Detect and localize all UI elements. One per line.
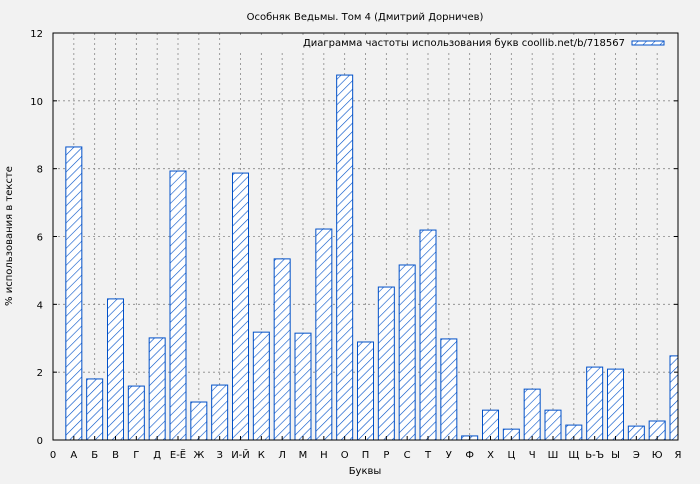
y-axis-label: % использования в тексте — [4, 166, 15, 306]
x-tick-label: В — [112, 450, 119, 461]
bar-Л — [273, 258, 291, 440]
bar-Е-Ё — [169, 170, 187, 440]
bar-Ж — [190, 401, 208, 440]
x-tick-label: У — [446, 450, 452, 461]
bar-М — [294, 332, 312, 440]
bar-Ч — [523, 388, 541, 440]
x-tick-label: Я — [675, 450, 682, 461]
x-tick-label: И-Й — [231, 448, 250, 461]
bars — [65, 74, 678, 440]
bar-С — [398, 264, 416, 440]
x-tick-label: Е-Ё — [170, 448, 186, 461]
x-axis-label: Буквы — [349, 466, 382, 477]
y-tick-label: 8 — [37, 165, 43, 176]
x-tick-label: Т — [424, 450, 432, 461]
legend-box — [240, 35, 676, 51]
y-tick-label: 10 — [30, 97, 43, 108]
x-tick-label: Б — [91, 450, 98, 461]
bar-Ц — [502, 428, 520, 440]
x-tick-label: Н — [320, 450, 328, 461]
x-tick-label: Щ — [568, 450, 579, 461]
bar-О — [336, 74, 354, 440]
x-tick-label: Ж — [193, 450, 204, 461]
x-tick-label: Ы — [611, 450, 620, 461]
bar-В — [107, 298, 124, 440]
y-tick-label: 2 — [37, 368, 43, 379]
x-tick-label: З — [216, 450, 222, 461]
x-tick-label: М — [299, 450, 308, 461]
y-tick-label: 12 — [30, 29, 43, 40]
bar-Ь-Ъ — [586, 366, 604, 440]
x-tick-label: Ь-Ъ — [585, 450, 604, 461]
y-axis: 0 2 4 6 8 10 12 — [30, 29, 678, 447]
bar-У — [440, 338, 458, 440]
legend-swatch — [631, 40, 665, 46]
x-axis: 0 А Б В Г Д Е-Ё Ж З И-Й К Л М Н О П Р С Т У Ф Х Ц Ч Ш Щ Ь-Ъ Ы Э Ю Я — [50, 436, 682, 461]
bar-Ы — [607, 368, 624, 440]
bar-З — [211, 384, 229, 440]
chart-title: Особняк Ведьмы. Том 4 (Дмитрий Дорничев) — [247, 12, 484, 23]
bar-Х — [482, 409, 499, 440]
bar-Д — [148, 337, 166, 440]
x-tick-label: О — [341, 450, 349, 461]
bar-Г — [127, 385, 145, 440]
legend-label: Диаграмма частоты использования букв coo… — [303, 38, 625, 49]
x-tick-label: Ю — [652, 450, 663, 461]
bar-Н — [315, 228, 333, 440]
grid — [53, 33, 678, 440]
x-tick-label: Л — [278, 450, 286, 461]
x-tick-label: Ш — [548, 450, 559, 461]
bar-А — [65, 146, 83, 440]
x-tick-label: Д — [153, 450, 161, 461]
bar-Б — [86, 378, 104, 440]
x-tick-label: Р — [383, 450, 389, 461]
x-tick-label: Э — [633, 450, 640, 461]
x-tick-label: Ч — [529, 450, 536, 461]
y-tick-label: 0 — [37, 436, 43, 447]
x-tick-label: С — [404, 450, 411, 461]
x-tick-label: А — [70, 450, 77, 461]
bar-Ш — [544, 409, 562, 440]
x-tick-label: Ф — [465, 450, 474, 461]
bar-Т — [419, 229, 437, 440]
x-tick-label: Г — [133, 450, 139, 461]
bar-Я — [669, 355, 678, 440]
x-tick-label: К — [258, 450, 265, 461]
x-tick-label: П — [362, 450, 370, 461]
x-tick-label: Х — [487, 450, 494, 461]
bar-К — [252, 331, 270, 440]
x-tick-label: Ц — [507, 450, 515, 461]
bar-Э — [627, 425, 645, 440]
bar-И-Й — [232, 172, 249, 440]
legend: Диаграмма частоты использования букв coo… — [240, 35, 676, 51]
y-tick-label: 6 — [37, 233, 43, 244]
y-tick-label: 4 — [37, 300, 43, 311]
x-tick-label: 0 — [50, 450, 56, 461]
bar-П — [357, 341, 374, 440]
bar-Р — [377, 286, 395, 440]
